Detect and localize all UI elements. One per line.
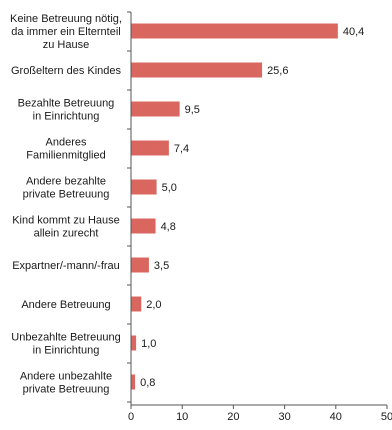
category-label-line: Großeltern des Kindes xyxy=(11,65,122,77)
bar xyxy=(131,179,157,195)
bar xyxy=(131,23,338,39)
category-label-line: Anderes xyxy=(46,137,87,149)
bar-value-label: 25,6 xyxy=(267,65,288,77)
bar xyxy=(131,218,156,234)
x-tick-label: 10 xyxy=(176,411,188,423)
bar xyxy=(131,257,149,273)
x-tick-label: 40 xyxy=(330,411,342,423)
bar-value-label: 5,0 xyxy=(162,182,177,194)
bar xyxy=(131,335,137,351)
category-label: Kind kommt zu Hause allein zurecht xyxy=(12,215,120,240)
bar-value-label: 2,0 xyxy=(146,299,161,311)
category-label-line: Kind kommt zu Hause xyxy=(12,215,120,227)
bar-value-label: 9,5 xyxy=(185,104,200,116)
category-label-line: in Einrichtung xyxy=(33,111,100,123)
bar-value-label: 7,4 xyxy=(174,143,189,155)
bar xyxy=(131,101,180,117)
bar xyxy=(131,296,142,312)
bars-layer xyxy=(131,23,338,390)
x-tick-label: 0 xyxy=(128,411,134,423)
axis-layer: 0 10 20 30 40 50 xyxy=(127,11,392,423)
category-label-line: zu Hause xyxy=(43,39,89,51)
x-tick-label: 50 xyxy=(381,411,392,423)
x-tick-label: 30 xyxy=(278,411,290,423)
category-label-line: private Betreuung xyxy=(23,189,110,201)
category-label-line: Andere Betreuung xyxy=(21,299,110,311)
category-label-line: in Einrichtung xyxy=(33,345,100,357)
category-label-line: Bezahlte Betreuung xyxy=(18,98,115,110)
category-label-line: Keine Betreuung nötig, xyxy=(10,13,122,25)
category-label: Keine Betreuung nötig, da immer ein Elter… xyxy=(10,13,122,51)
category-label: Andere unbezahlte private Betreuung xyxy=(20,371,112,396)
category-label-line: Andere unbezahlte xyxy=(20,371,112,383)
category-label: Unbezahlte Betreuung in Einrichtung xyxy=(11,332,120,357)
bar-value-label: 0,8 xyxy=(140,377,155,389)
category-label-line: Expartner/-mann/-frau xyxy=(12,260,120,272)
bar-value-label: 1,0 xyxy=(141,338,156,350)
category-label: Großeltern des Kindes xyxy=(11,65,122,77)
category-label-line: private Betreuung xyxy=(23,384,110,396)
category-labels-layer: Keine Betreuung nötig, da immer ein Elter… xyxy=(10,13,122,396)
category-label-line: Andere bezahlte xyxy=(26,176,106,188)
category-label: Anderes Familienmitglied xyxy=(26,137,105,162)
category-label: Bezahlte Betreuung in Einrichtung xyxy=(18,98,115,123)
value-labels-layer: 40,4 25,6 9,5 7,4 5,0 4,8 3,5 2,0 1,0 0,8 xyxy=(140,26,364,389)
category-label-line: Unbezahlte Betreuung xyxy=(11,332,120,344)
bar xyxy=(131,62,263,78)
bar-value-label: 40,4 xyxy=(343,26,364,38)
bar xyxy=(131,374,136,390)
x-tick-label: 20 xyxy=(227,411,239,423)
bar xyxy=(131,140,169,156)
category-label: Expartner/-mann/-frau xyxy=(12,260,120,272)
category-label-line: Familienmitglied xyxy=(26,150,105,162)
category-label: Andere bezahlte private Betreuung xyxy=(23,176,110,201)
bar-value-label: 4,8 xyxy=(161,221,176,233)
category-label: Andere Betreuung xyxy=(21,299,110,311)
bar-value-label: 3,5 xyxy=(154,260,169,272)
category-label-line: da immer ein Elternteil xyxy=(11,26,120,38)
category-label-line: allein zurecht xyxy=(34,228,99,240)
